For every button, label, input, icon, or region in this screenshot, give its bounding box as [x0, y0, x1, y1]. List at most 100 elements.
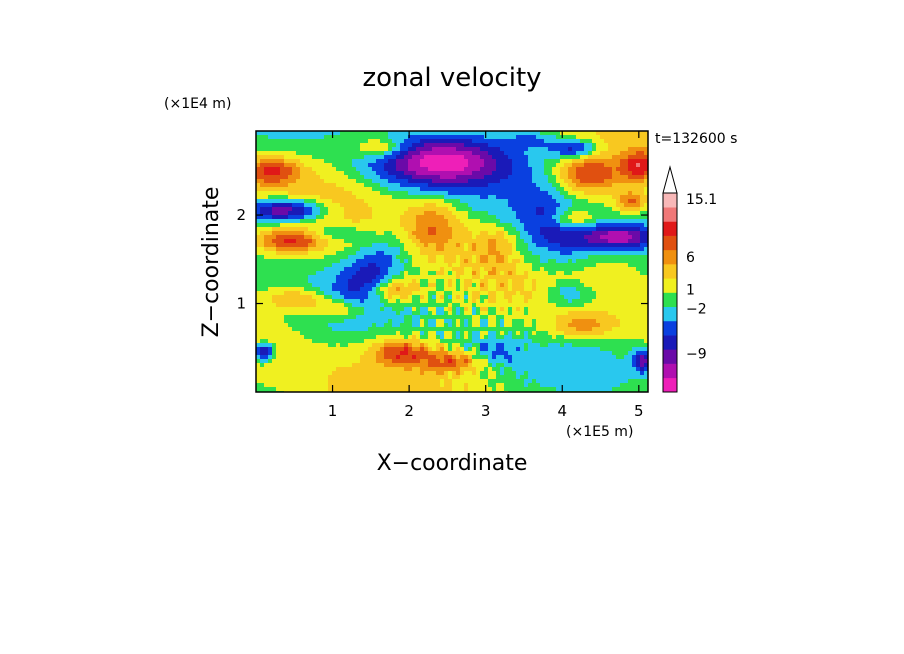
field-cell — [496, 331, 501, 336]
field-cell — [332, 243, 337, 248]
field-cell — [560, 231, 565, 236]
field-cell — [280, 215, 285, 220]
field-cell — [576, 255, 581, 260]
field-cell — [364, 299, 369, 304]
field-cell — [572, 331, 577, 336]
field-cell — [408, 227, 413, 232]
field-cell — [464, 287, 469, 292]
field-cell — [556, 275, 561, 280]
field-cell — [516, 151, 521, 156]
field-cell — [512, 155, 517, 160]
field-cell — [632, 299, 637, 304]
field-cell — [592, 195, 597, 200]
field-cell — [616, 223, 621, 228]
field-cell — [524, 195, 529, 200]
field-cell — [372, 159, 377, 164]
field-cell — [280, 271, 285, 276]
field-cell — [448, 131, 453, 136]
field-cell — [524, 215, 529, 220]
field-cell — [480, 179, 485, 184]
field-cell — [488, 227, 493, 232]
field-cell — [512, 263, 517, 268]
field-cell — [432, 179, 437, 184]
field-cell — [500, 183, 505, 188]
field-cell — [628, 255, 633, 260]
field-cell — [412, 319, 417, 324]
field-cell — [348, 295, 353, 300]
field-cell — [256, 299, 261, 304]
field-cell — [572, 139, 577, 144]
field-cell — [592, 259, 597, 264]
field-cell — [288, 279, 293, 284]
field-cell — [424, 171, 429, 176]
field-cell — [432, 163, 437, 168]
field-cell — [468, 143, 473, 148]
field-cell — [468, 259, 473, 264]
field-cell — [380, 223, 385, 228]
field-cell — [264, 151, 269, 156]
field-cell — [348, 319, 353, 324]
field-cell — [520, 139, 525, 144]
field-cell — [456, 251, 461, 256]
field-cell — [536, 243, 541, 248]
field-cell — [292, 271, 297, 276]
field-cell — [492, 219, 497, 224]
field-cell — [328, 239, 333, 244]
field-cell — [532, 303, 537, 308]
field-cell — [368, 167, 373, 172]
field-cell — [632, 319, 637, 324]
field-cell — [628, 323, 633, 328]
field-cell — [280, 219, 285, 224]
field-cell — [380, 171, 385, 176]
field-cell — [348, 235, 353, 240]
field-cell — [440, 311, 445, 316]
field-cell — [480, 143, 485, 148]
field-cell — [444, 267, 449, 272]
field-cell — [324, 303, 329, 308]
field-cell — [296, 287, 301, 292]
field-cell — [480, 151, 485, 156]
field-cell — [592, 239, 597, 244]
field-cell — [604, 323, 609, 328]
field-cell — [500, 315, 505, 320]
field-cell — [644, 263, 649, 268]
field-cell — [336, 167, 341, 172]
field-cell — [604, 151, 609, 156]
field-cell — [324, 307, 329, 312]
field-cell — [320, 147, 325, 152]
field-cell — [528, 155, 533, 160]
field-cell — [420, 311, 425, 316]
field-cell — [332, 171, 337, 176]
field-cell — [284, 143, 289, 148]
field-cell — [304, 315, 309, 320]
field-cell — [408, 195, 413, 200]
field-cell — [296, 295, 301, 300]
field-cell — [308, 211, 313, 216]
field-cell — [388, 183, 393, 188]
field-cell — [576, 139, 581, 144]
field-cell — [580, 219, 585, 224]
field-cell — [568, 135, 573, 140]
field-cell — [340, 183, 345, 188]
field-cell — [416, 239, 421, 244]
field-cell — [532, 275, 537, 280]
field-cell — [508, 203, 513, 208]
field-cell — [280, 171, 285, 176]
field-cell — [616, 259, 621, 264]
field-cell — [476, 131, 481, 136]
field-cell — [568, 311, 573, 316]
field-cell — [400, 295, 405, 300]
field-cell — [524, 255, 529, 260]
field-cell — [408, 171, 413, 176]
field-cell — [608, 159, 613, 164]
field-cell — [604, 135, 609, 140]
field-cell — [456, 179, 461, 184]
field-cell — [408, 139, 413, 144]
field-cell — [400, 307, 405, 312]
field-cell — [404, 235, 409, 240]
field-cell — [376, 207, 381, 212]
field-cell — [344, 207, 349, 212]
field-cell — [496, 275, 501, 280]
field-cell — [420, 191, 425, 196]
field-cell — [612, 199, 617, 204]
